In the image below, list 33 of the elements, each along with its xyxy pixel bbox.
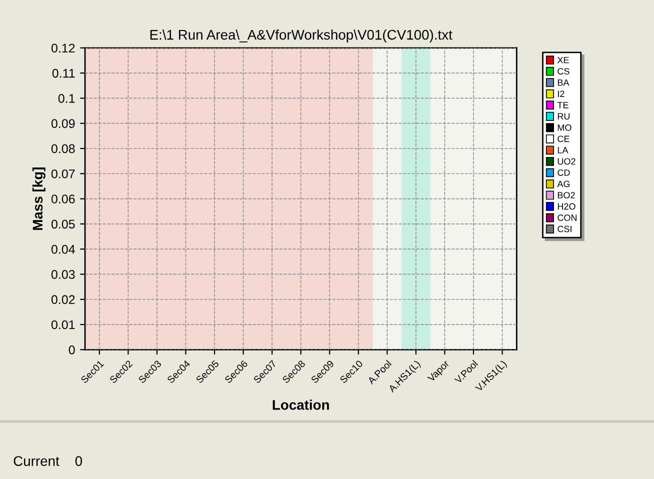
legend-label: LA <box>558 147 568 154</box>
legend-label: RU <box>558 113 570 120</box>
legend-label: XE <box>557 56 569 64</box>
y-tick-label: 0.04 <box>51 244 75 254</box>
legend-label: H2O <box>558 203 576 210</box>
y-axis-title: Mass [kg] <box>32 168 46 230</box>
legend-label: UO2 <box>558 158 576 165</box>
y-tick-label: 0.11 <box>52 68 75 78</box>
legend-label: TE <box>557 102 568 108</box>
legend-label: CON <box>558 214 577 221</box>
legend-label: I2 <box>558 90 564 97</box>
y-tick-label: 0.05 <box>51 220 75 229</box>
legend-label: MO <box>558 124 572 131</box>
y-tick-label: 0.06 <box>51 194 75 204</box>
chart-title: E:\1 Run Area\_A&VforWorkshop\V01(CV100).txt <box>150 30 452 42</box>
legend-label: AG <box>557 180 570 188</box>
y-tick-label: 0.1 <box>58 94 75 103</box>
y-tick-label: 0.09 <box>51 119 75 128</box>
y-tick-label: 0.01 <box>51 320 75 330</box>
y-tick-label: 0.02 <box>51 295 75 304</box>
legend-label: CSI <box>558 226 572 232</box>
text: Current 0 <box>14 456 82 466</box>
y-tick-label: 0.12 <box>51 44 75 53</box>
legend-label: CS <box>558 68 570 75</box>
y-tick-label: 0.08 <box>51 144 75 154</box>
y-tick-label: 0 <box>68 345 75 354</box>
legend-label: CE <box>558 136 570 142</box>
legend-label: CD <box>558 169 570 176</box>
legend-label: BO2 <box>558 192 575 198</box>
legend-label: BA <box>558 79 570 86</box>
y-tick-label: 0.07 <box>51 169 75 178</box>
y-tick-label: 0.03 <box>51 270 75 279</box>
x-axis-title: Location <box>272 400 329 410</box>
